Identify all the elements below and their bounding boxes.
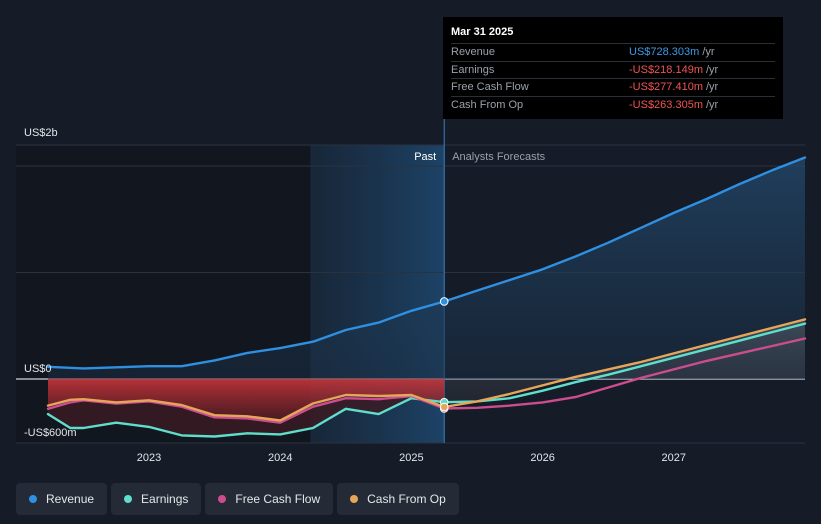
past-label: Past [414, 151, 436, 163]
x-tick-label: 2025 [399, 452, 423, 464]
y-tick-label: -US$600m [24, 427, 77, 439]
tooltip-row-revenue: Revenue US$728.303m /yr [451, 43, 775, 61]
legend-label: Earnings [141, 492, 189, 506]
y-tick-label: US$0 [24, 363, 52, 375]
series-line-earnings [46, 322, 807, 438]
tooltip-label: Revenue [451, 46, 496, 58]
tooltip-row-cash-from-op: Cash From Op -US$263.305m /yr [451, 95, 775, 114]
legend-label: Cash From Op [367, 492, 446, 506]
x-tick-label: 2023 [137, 452, 161, 464]
tooltip-label: Earnings [451, 63, 495, 76]
legend-dot-icon [29, 495, 37, 503]
tooltip-row-earnings: Earnings -US$218.149m /yr [451, 60, 775, 79]
legend-dot-icon [218, 495, 227, 503]
forecast-label: Analysts Forecasts [452, 151, 545, 163]
tooltip-value: -US$263.305m [629, 98, 703, 111]
tooltip-row-free-cash-flow: Free Cash Flow -US$277.410m /yr [451, 78, 775, 96]
tooltip-value: -US$277.410m [629, 81, 703, 93]
x-tick-label: 2027 [662, 452, 686, 464]
tooltip: Mar 31 2025 Revenue US$728.303m /yr Earn… [443, 17, 783, 119]
legend: Revenue Earnings Free Cash Flow Cash Fro… [16, 483, 459, 515]
series-lines [46, 156, 807, 438]
legend-item-revenue[interactable]: Revenue [16, 483, 108, 515]
tooltip-unit: /yr [706, 98, 719, 111]
tooltip-unit: /yr [702, 46, 715, 58]
x-tick-label: 2026 [530, 452, 554, 464]
legend-item-cash-from-op[interactable]: Cash From Op [337, 483, 459, 515]
marker-revenue [439, 297, 449, 306]
tooltip-value: -US$218.149m [629, 63, 703, 76]
tooltip-label: Free Cash Flow [451, 81, 529, 93]
x-tick-label: 2024 [268, 452, 292, 464]
tooltip-date: Mar 31 2025 [451, 26, 514, 38]
forecast-area [444, 319, 805, 407]
legend-label: Revenue [46, 492, 95, 506]
revenue-area [48, 157, 805, 379]
tooltip-value: US$728.303m [629, 46, 700, 58]
legend-dot-icon [350, 495, 359, 503]
series-line-revenue [46, 156, 807, 370]
tooltip-label: Cash From Op [451, 98, 524, 111]
legend-dot-icon [124, 495, 133, 503]
legend-label: Free Cash Flow [235, 492, 321, 506]
legend-item-earnings[interactable]: Earnings [111, 483, 202, 515]
tooltip-unit: /yr [706, 63, 719, 76]
legend-item-free-cash-flow[interactable]: Free Cash Flow [205, 483, 334, 515]
tooltip-unit: /yr [706, 81, 719, 93]
marker-cash-from-op [439, 402, 449, 412]
y-tick-label: US$2b [24, 127, 58, 139]
axis-labels: US$2b US$0 -US$600m 2023 2024 2025 2026 2027 Pas… [24, 127, 686, 464]
hover-markers [439, 297, 449, 413]
negative-cash-area [48, 379, 445, 421]
series-line-cash-from-op [46, 318, 807, 422]
